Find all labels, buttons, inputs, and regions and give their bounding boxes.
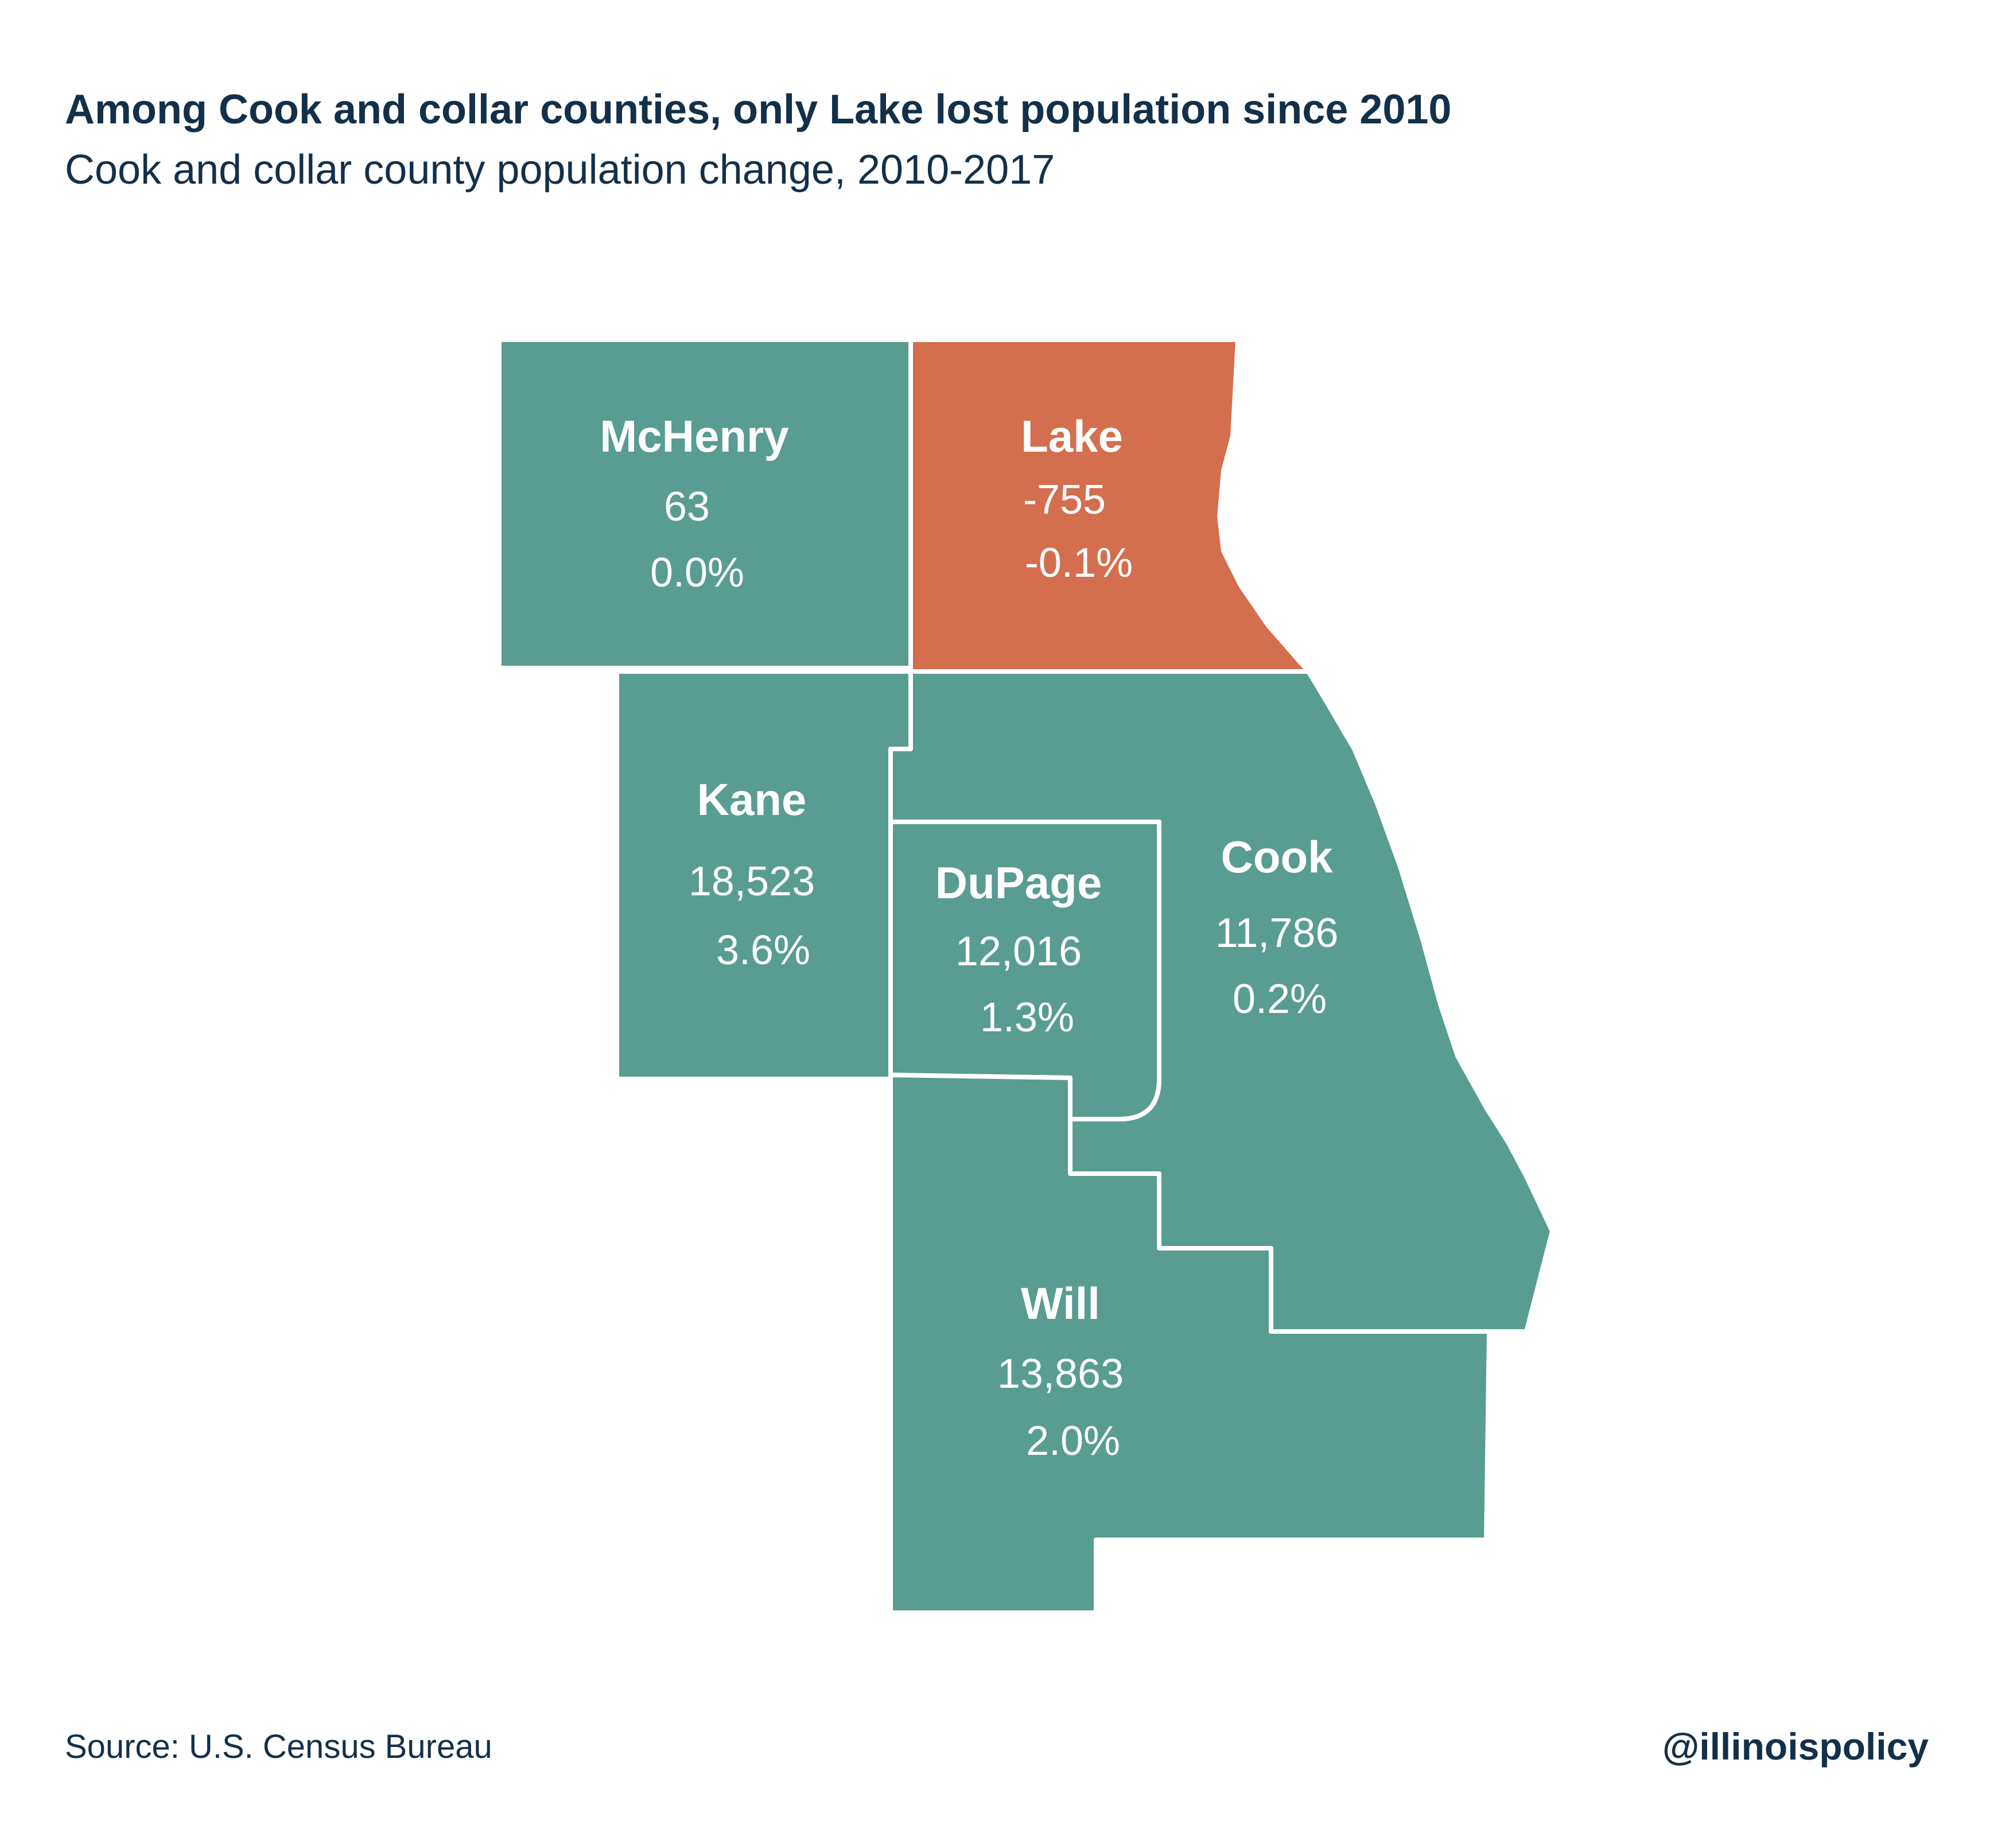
dupage-name-label: DuPage [935,857,1102,908]
cook-name-label: Cook [1221,832,1334,882]
county-dupage[interactable] [888,820,1161,1121]
kane-change-label: 18,523 [689,859,815,904]
lake-pct-label: -0.1% [1025,540,1133,586]
lake-name-label: Lake [1021,411,1123,461]
county-lake[interactable] [908,337,1311,674]
kane-name-label: Kane [697,774,807,825]
lake-change-label: -755 [1023,477,1106,523]
will-change-label: 13,863 [997,1351,1124,1397]
source-note: Source: U.S. Census Bureau [65,1728,492,1765]
mchenry-pct-label: 0.0% [650,550,744,596]
chart-title: Among Cook and collar counties, only Lak… [65,87,1452,133]
will-pct-label: 2.0% [1026,1418,1120,1464]
cook-pct-label: 0.2% [1233,976,1327,1022]
mchenry-name-label: McHenry [600,411,788,461]
county-will[interactable] [888,1073,1491,1615]
cook-change-label: 11,786 [1215,910,1339,956]
chart-subtitle: Cook and collar county population change… [65,147,1055,193]
will-name-label: Will [1021,1278,1100,1329]
dupage-change-label: 12,016 [955,929,1082,975]
dupage-pct-label: 1.3% [980,995,1074,1041]
mchenry-change-label: 63 [664,484,710,530]
kane-pct-label: 3.6% [716,927,810,973]
brand-handle: @illinoispolicy [1662,1725,1929,1768]
